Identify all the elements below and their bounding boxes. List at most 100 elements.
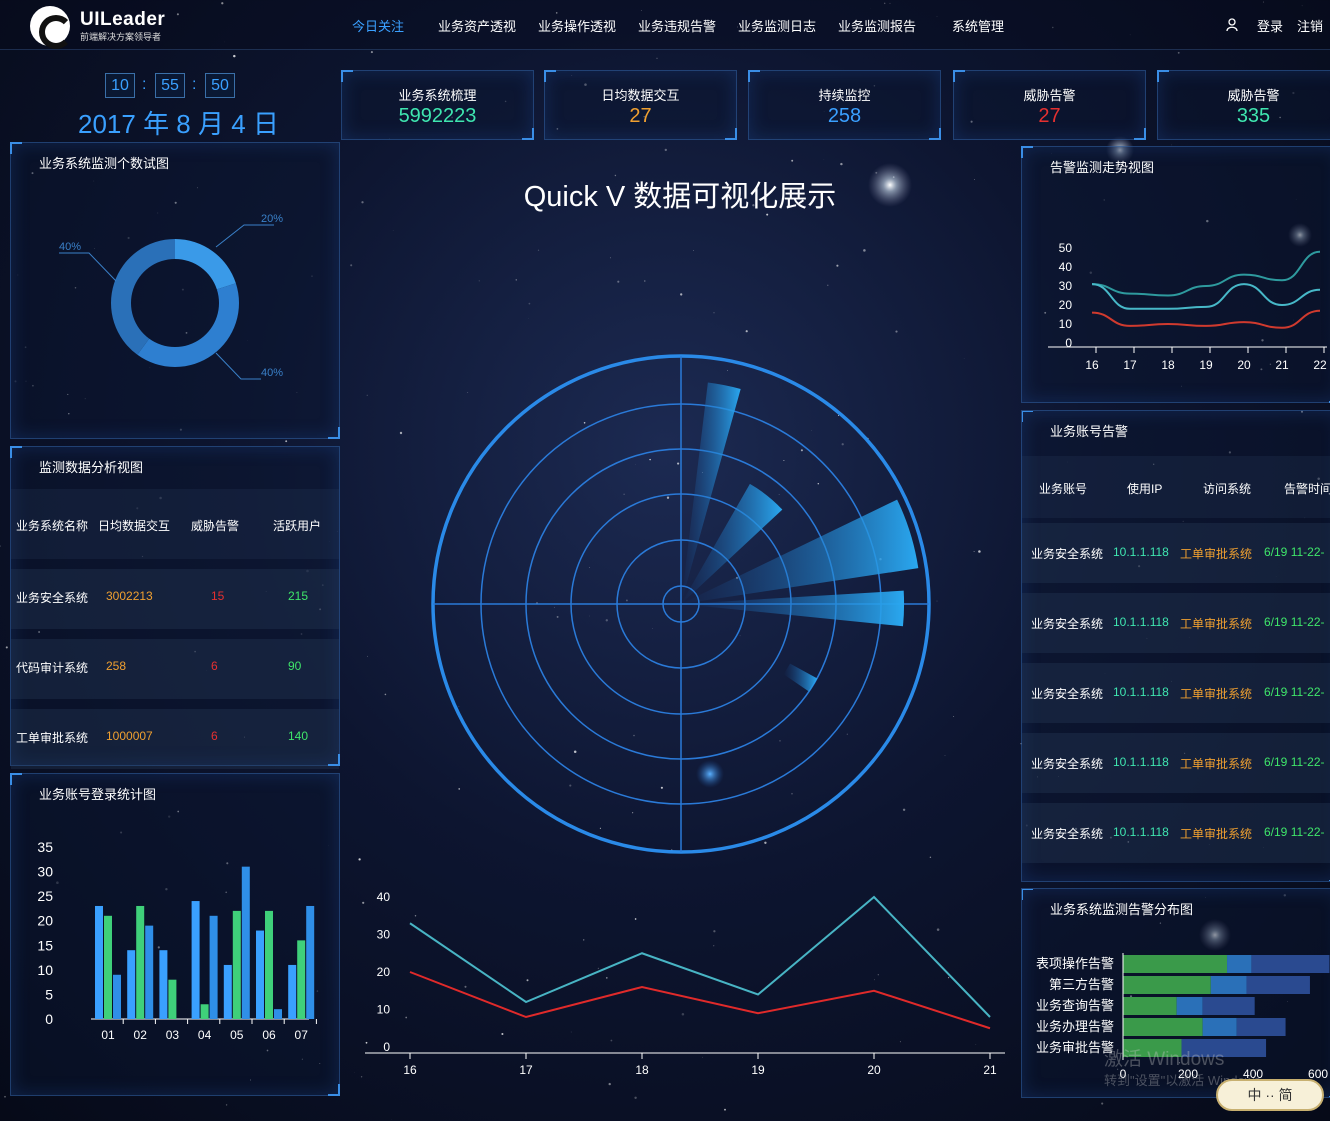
bar-x-tick: 05 xyxy=(230,1028,244,1042)
accounts-row[interactable]: 业务安全系统 10.1.1.118 工单审批系统 6/19 11-22- xyxy=(1022,523,1330,583)
logo-icon[interactable] xyxy=(30,6,73,49)
nav-item-6[interactable]: 系统管理 xyxy=(952,19,1005,34)
hbar-category-label: 业务办理告警 xyxy=(1036,1019,1114,1034)
nav-item-0[interactable]: 今日关注 xyxy=(352,19,405,34)
table-row[interactable]: 业务安全系统 3002213 15 215 xyxy=(11,569,339,629)
accounts-header-cell: 访问系统 xyxy=(1203,482,1252,496)
trend-x-tick: 21 xyxy=(1275,358,1289,372)
bar xyxy=(209,915,218,1019)
donut-title: 业务系统监测个数试图 xyxy=(39,156,170,171)
trend-title: 告警监测走势视图 xyxy=(1050,160,1155,175)
line-y-tick: 20 xyxy=(377,965,391,979)
bar xyxy=(232,910,241,1019)
radar-sector xyxy=(681,483,783,604)
hbar-x-tick: 400 xyxy=(1243,1067,1263,1081)
trend-series-line xyxy=(1091,309,1321,329)
table-cell: 140 xyxy=(288,729,309,743)
accounts-cell: 6/19 11-22- xyxy=(1264,685,1325,699)
accounts-cell: 工单审批系统 xyxy=(1180,827,1253,841)
donut-leader-line xyxy=(215,352,261,380)
radar-sector xyxy=(681,499,919,604)
nav-item-1[interactable]: 业务资产透视 xyxy=(438,19,517,34)
table-title: 监测数据分析视图 xyxy=(39,460,144,475)
hbar-category-label: 表项操作告警 xyxy=(1036,956,1114,971)
accounts-row[interactable]: 业务安全系统 10.1.1.118 工单审批系统 6/19 11-22- xyxy=(1022,593,1330,653)
bar xyxy=(168,979,177,1019)
stat-card-3: 威胁告警 27 xyxy=(953,70,1146,140)
logout-link[interactable]: 注销 xyxy=(1297,19,1324,34)
donut-slice xyxy=(137,283,239,367)
table-row[interactable]: 代码审计系统 258 6 90 xyxy=(11,639,339,699)
accounts-header-cell: 业务账号 xyxy=(1039,482,1088,496)
hbar-category-label: 第三方告警 xyxy=(1049,977,1114,992)
bar-x-tick: 07 xyxy=(295,1028,309,1042)
accounts-cell: 业务安全系统 xyxy=(1031,687,1104,701)
accounts-cell: 工单审批系统 xyxy=(1180,687,1253,701)
clock-seconds: 50 xyxy=(205,73,235,98)
bar-y-tick: 5 xyxy=(45,986,53,1002)
accounts-panel: 业务账号告警 业务账号 使用IP 访问系统 告警时间 业务安全系统 10.1.1.118 工… xyxy=(1021,410,1330,882)
hbar-x-tick: 600 xyxy=(1308,1067,1328,1081)
accounts-cell: 10.1.1.118 xyxy=(1113,545,1169,559)
hbar-bar xyxy=(1251,955,1330,973)
radar-sector xyxy=(681,590,905,627)
bar-x-tick: 03 xyxy=(166,1028,180,1042)
hbar-bar xyxy=(1236,1018,1286,1036)
line-series xyxy=(409,895,991,1018)
accounts-row[interactable]: 业务安全系统 10.1.1.118 工单审批系统 6/19 11-22- xyxy=(1022,733,1330,793)
line-x-tick: 21 xyxy=(983,1063,997,1077)
trend-panel: 告警监测走势视图 0 10 20 30 40 50 16 17 18 19 20 21 22 xyxy=(1021,146,1330,403)
bar-y-tick: 25 xyxy=(37,888,53,904)
bar-y-tick: 35 xyxy=(37,839,53,855)
line-y-tick: 30 xyxy=(377,928,391,942)
bottom-line-chart: 0 10 20 30 40 16 17 18 19 20 21 xyxy=(365,890,1005,1077)
clock-minutes: 55 xyxy=(155,73,185,98)
logo-text[interactable]: UILeader xyxy=(80,9,166,30)
table-panel: 监测数据分析视图 业务系统名称 日均数据交互 威胁告警 活跃用户 业务安全系统 30022… xyxy=(10,446,340,769)
nav-item-2[interactable]: 业务操作透视 xyxy=(538,19,617,34)
stat-label: 持续监控 xyxy=(818,88,871,103)
trend-line-chart: 0 10 20 30 40 50 16 17 18 19 20 21 22 xyxy=(1048,241,1327,372)
login-link[interactable]: 登录 xyxy=(1257,19,1284,34)
bar xyxy=(145,925,154,1019)
line-x-tick: 17 xyxy=(519,1063,533,1077)
accounts-row[interactable]: 业务安全系统 10.1.1.118 工单审批系统 6/19 11-22- xyxy=(1022,803,1330,863)
bar-y-tick: 30 xyxy=(37,864,53,880)
stat-value: 258 xyxy=(827,105,862,127)
accounts-title: 业务账号告警 xyxy=(1050,424,1129,439)
line-y-tick: 40 xyxy=(377,890,391,904)
donut-label: 20% xyxy=(261,213,283,225)
trend-series-line xyxy=(1091,250,1321,297)
bar xyxy=(95,905,103,1019)
hbar-title: 业务系统监测告警分布图 xyxy=(1050,902,1194,917)
trend-y-tick: 20 xyxy=(1059,298,1073,312)
donut-slice xyxy=(111,239,175,355)
logo-subtitle: 前端解决方案领导者 xyxy=(80,32,162,42)
table-row[interactable]: 工单审批系统 1000007 6 140 xyxy=(11,709,339,769)
accounts-cell: 10.1.1.118 xyxy=(1113,615,1169,629)
table-cell: 258 xyxy=(106,659,127,673)
hbar-bar xyxy=(1123,1018,1203,1036)
stat-value: 27 xyxy=(1038,105,1061,127)
hbar-category-label: 业务审批告警 xyxy=(1036,1040,1114,1055)
clock-hours: 10 xyxy=(105,73,135,98)
trend-x-tick: 16 xyxy=(1085,358,1099,372)
nav-item-3[interactable]: 业务违规告警 xyxy=(638,19,717,34)
bar-y-tick: 20 xyxy=(37,913,53,929)
ime-indicator[interactable]: 中 ·· 简 xyxy=(1216,1079,1324,1111)
bar xyxy=(223,964,232,1019)
bar xyxy=(306,905,315,1019)
donut-chart: 20% 40% 40% xyxy=(59,213,283,380)
nav-item-5[interactable]: 业务监测报告 xyxy=(838,19,917,34)
hbar-category-label: 业务查询告警 xyxy=(1036,998,1114,1013)
accounts-row[interactable]: 业务安全系统 10.1.1.118 工单审批系统 6/19 11-22- xyxy=(1022,663,1330,723)
accounts-header-cell: 使用IP xyxy=(1127,482,1163,496)
stat-label: 业务系统梳理 xyxy=(398,88,477,103)
accounts-cell: 业务安全系统 xyxy=(1031,757,1104,771)
windows-watermark: 激活 Windows xyxy=(1104,1049,1225,1070)
bar-y-tick: 0 xyxy=(45,1011,53,1027)
nav-item-4[interactable]: 业务监测日志 xyxy=(738,19,817,34)
accounts-cell: 10.1.1.118 xyxy=(1113,685,1169,699)
